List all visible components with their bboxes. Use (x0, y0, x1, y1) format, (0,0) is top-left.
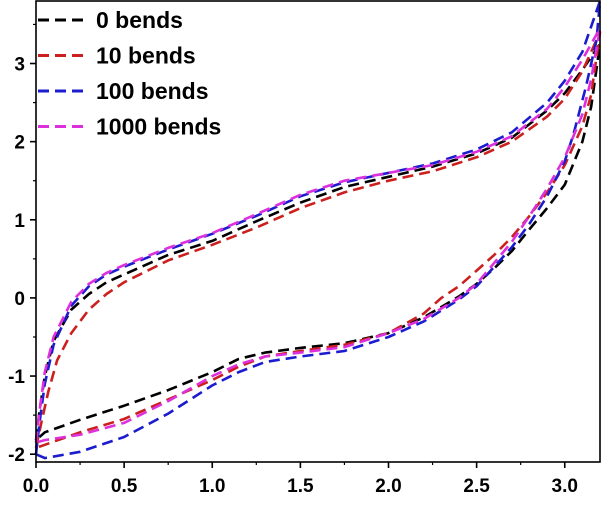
series-line-0-bends (34, 42, 602, 442)
series-line-1000-bends (34, 27, 602, 444)
y-tick-label: -2 (8, 445, 25, 466)
x-tick-label: 2.5 (463, 476, 490, 497)
legend-item-10-bends: 10 bends (38, 43, 196, 69)
x-axis-tick-labels: 0.0 0.5 1.0 1.5 2.0 2.5 3.0 (23, 476, 578, 497)
series-line-100-bends (34, 0, 602, 460)
y-tick-label: 0 (14, 289, 25, 310)
y-axis-tick-labels: -2 -1 0 1 2 3 (8, 55, 25, 467)
x-tick-label: 2.0 (375, 476, 401, 497)
plot-frame (35, 0, 601, 463)
legend-label: 100 bends (96, 78, 209, 104)
x-tick-label: 1.0 (199, 476, 225, 497)
y-tick-label: 2 (14, 133, 25, 154)
x-tick-label: 0.0 (23, 476, 49, 497)
legend-item-0-bends: 0 bends (38, 7, 183, 33)
legend-label: 10 bends (96, 43, 196, 69)
legend-item-1000-bends: 1000 bends (38, 114, 221, 140)
x-tick-label: 3.0 (552, 476, 578, 497)
y-tick-label: -1 (8, 367, 25, 388)
legend-item-100-bends: 100 bends (38, 78, 209, 104)
legend-label: 0 bends (96, 7, 183, 33)
x-tick-label: 0.5 (111, 476, 138, 497)
plot-series-group (34, 0, 602, 460)
axis-ticks (30, 23, 566, 468)
legend-label: 1000 bends (96, 114, 221, 140)
y-tick-label: 3 (14, 55, 25, 76)
y-tick-label: 1 (14, 211, 25, 232)
legend: 0 bends 10 bends 100 bends 1000 bends (38, 7, 221, 140)
x-tick-label: 1.5 (287, 476, 314, 497)
